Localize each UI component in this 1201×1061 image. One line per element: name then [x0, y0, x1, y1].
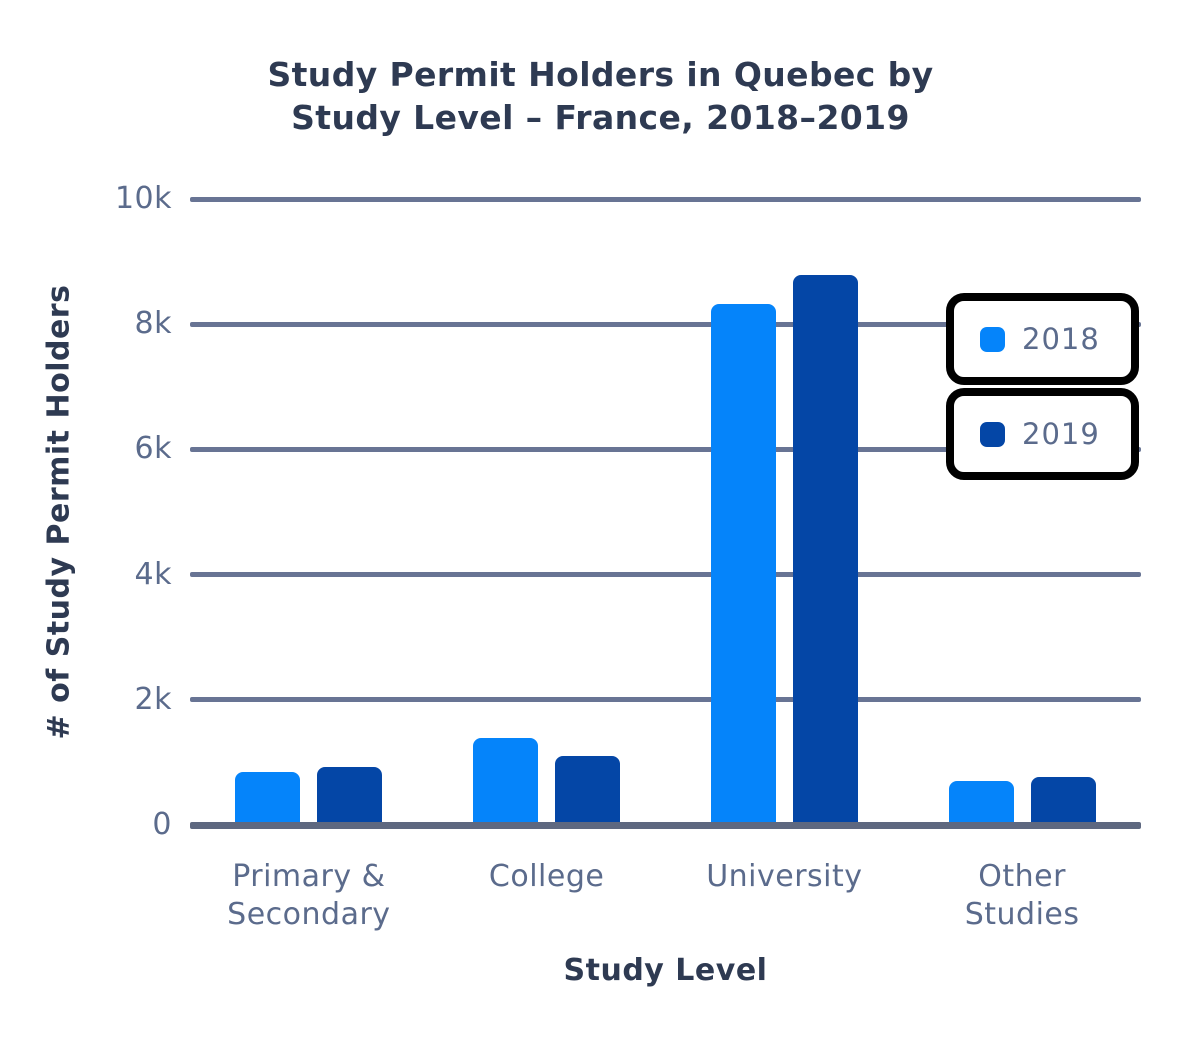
bar-2018-college	[473, 738, 539, 825]
bar-2019-university	[792, 274, 858, 825]
legend: 2018 2019	[190, 199, 1141, 825]
bar-2018-primary-secondary	[235, 771, 301, 825]
y-tick-label-0: 0	[152, 807, 172, 842]
bar-group-primary-secondary	[190, 199, 428, 825]
y-axis-ticks: 0 2k 4k 6k 8k 10k	[0, 181, 172, 842]
bar-2018-other-studies	[948, 781, 1014, 825]
gridline-8k	[190, 321, 1141, 327]
legend-item-2018[interactable]: 2018	[946, 293, 1139, 385]
legend-item-2019[interactable]: 2019	[946, 388, 1139, 480]
legend-swatch-2018	[980, 326, 1005, 352]
x-tick-label-other-studies: Other Studies	[964, 859, 1080, 932]
bar-2018-university	[710, 303, 776, 825]
bars-layer	[190, 199, 1141, 825]
legend-swatch-2019	[980, 421, 1005, 447]
x-tick-label-university: University	[706, 859, 863, 894]
y-tick-label-2k: 2k	[134, 681, 172, 717]
bar-group-other-studies	[903, 199, 1141, 825]
bar-2019-primary-secondary	[317, 766, 383, 825]
legend-label-2019: 2019	[1022, 417, 1100, 451]
bar-group-university	[666, 199, 904, 825]
gridline-10k	[190, 196, 1141, 202]
gridline-6k	[190, 446, 1141, 452]
bar-2019-other-studies	[1030, 777, 1096, 825]
x-tick-label-primary-secondary: Primary & Secondary	[227, 859, 391, 932]
chart-title-line1: Study Permit Holders in Quebec by	[267, 55, 934, 94]
x-axis-title: Study Level	[563, 953, 768, 988]
y-tick-label-10k: 10k	[114, 181, 172, 216]
x-axis-ticks: Primary & Secondary College University Other…	[190, 858, 1141, 934]
chart-title: Study Permit Holders in Quebec by Study …	[0, 53, 1201, 139]
y-tick-label-8k: 8k	[134, 306, 172, 342]
chart-title-line2: Study Level – France, 2018–2019	[291, 98, 910, 137]
x-tick-label-college: College	[488, 859, 605, 894]
legend-label-2018: 2018	[1022, 322, 1100, 356]
bar-2019-college	[555, 755, 621, 825]
plot-area: 2018 2019	[190, 196, 1141, 829]
y-tick-label-6k: 6k	[134, 431, 172, 467]
gridline-4k	[190, 572, 1141, 578]
gridline-2k	[190, 697, 1141, 703]
bar-group-college	[428, 199, 666, 825]
y-tick-label-4k: 4k	[134, 556, 172, 592]
x-axis-line	[190, 822, 1141, 829]
